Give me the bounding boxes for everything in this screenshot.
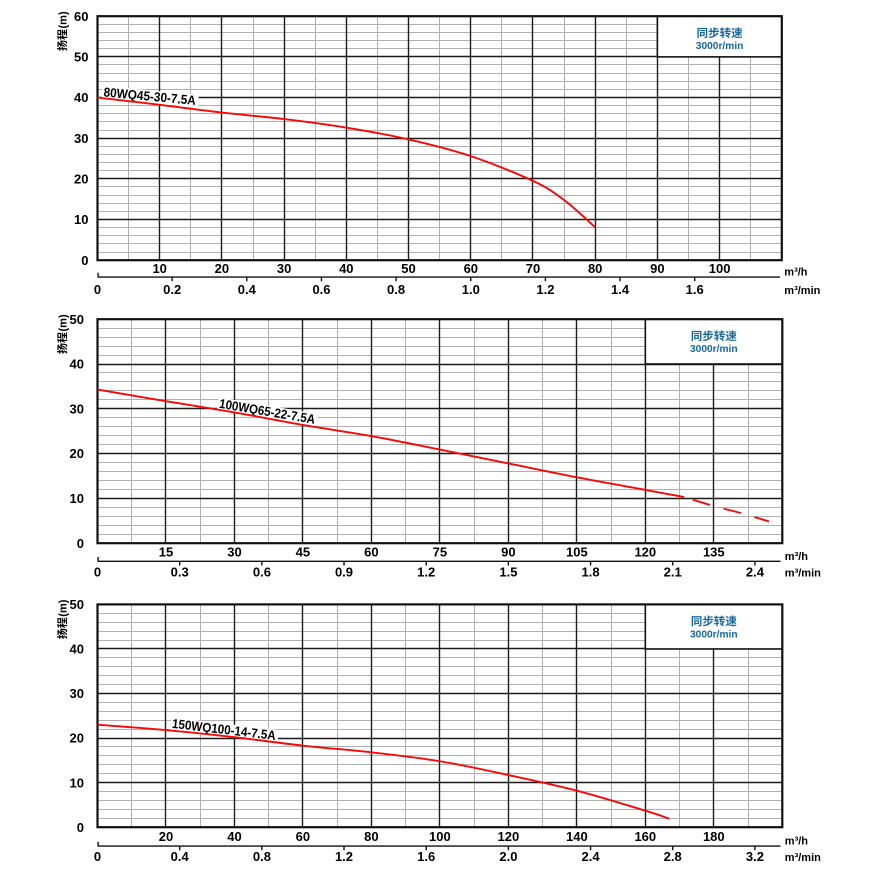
svg-text:m³/min: m³/min [784,285,820,297]
svg-text:1.2: 1.2 [417,565,435,580]
svg-text:1.5: 1.5 [499,565,517,580]
svg-text:80: 80 [588,261,602,276]
svg-text:10: 10 [74,212,88,227]
svg-text:135: 135 [703,544,725,559]
svg-text:0.2: 0.2 [163,282,181,297]
svg-text:(m): (m) [57,314,69,331]
svg-text:2.4: 2.4 [582,849,601,864]
svg-text:2.8: 2.8 [664,849,682,864]
svg-text:50: 50 [401,261,415,276]
svg-text:1.2: 1.2 [335,849,353,864]
svg-text:m³/h: m³/h [785,551,809,563]
svg-text:10: 10 [70,491,84,506]
svg-text:m³/h: m³/h [784,267,808,279]
svg-text:50: 50 [74,50,88,65]
svg-text:3000r/min: 3000r/min [696,41,744,52]
svg-text:120: 120 [634,544,656,559]
svg-text:140: 140 [566,829,588,844]
svg-text:1.2: 1.2 [536,282,554,297]
svg-text:100: 100 [709,261,731,276]
svg-text:1.4: 1.4 [611,282,630,297]
svg-text:1.6: 1.6 [417,849,435,864]
svg-text:20: 20 [215,261,229,276]
svg-text:20: 20 [70,731,84,746]
svg-text:10: 10 [152,261,166,276]
svg-text:1.6: 1.6 [686,282,704,297]
svg-text:2.4: 2.4 [746,565,765,580]
svg-text:0.3: 0.3 [171,565,189,580]
svg-text:45: 45 [296,544,310,559]
svg-text:1.8: 1.8 [582,565,600,580]
svg-text:50: 50 [70,597,84,612]
svg-text:3000r/min: 3000r/min [690,629,738,640]
svg-text:m³/min: m³/min [785,852,821,864]
svg-text:0.4: 0.4 [171,849,190,864]
svg-text:40: 40 [74,90,88,105]
svg-text:m³/min: m³/min [785,568,821,580]
svg-text:105: 105 [566,544,588,559]
svg-text:0: 0 [94,565,101,580]
svg-text:40: 40 [339,261,353,276]
svg-text:30: 30 [74,131,88,146]
svg-text:20: 20 [159,829,173,844]
svg-text:50: 50 [70,312,84,327]
svg-text:0.4: 0.4 [238,282,257,297]
svg-text:80: 80 [364,829,378,844]
svg-text:1.0: 1.0 [462,282,480,297]
svg-text:75: 75 [433,544,447,559]
svg-text:0.6: 0.6 [312,282,330,297]
svg-text:40: 40 [70,642,84,657]
svg-text:0: 0 [94,282,101,297]
svg-text:180: 180 [703,829,725,844]
svg-text:(m): (m) [57,599,69,616]
svg-text:120: 120 [498,829,520,844]
svg-text:40: 40 [227,829,241,844]
svg-text:0: 0 [77,536,84,551]
svg-text:30: 30 [227,544,241,559]
svg-text:60: 60 [364,544,378,559]
svg-text:90: 90 [501,544,515,559]
svg-text:0.6: 0.6 [253,565,271,580]
svg-text:0.8: 0.8 [253,849,271,864]
svg-text:20: 20 [74,172,88,187]
svg-text:0: 0 [94,849,101,864]
svg-text:70: 70 [526,261,540,276]
svg-text:90: 90 [650,261,664,276]
svg-text:60: 60 [296,829,310,844]
svg-text:3.2: 3.2 [746,849,764,864]
svg-text:60: 60 [464,261,478,276]
svg-text:15: 15 [159,544,173,559]
svg-text:0: 0 [81,253,88,268]
svg-text:0: 0 [77,820,84,835]
svg-text:2.1: 2.1 [664,565,682,580]
svg-text:(m): (m) [57,11,69,28]
svg-text:m³/h: m³/h [785,836,809,848]
svg-text:60: 60 [74,9,88,24]
svg-text:0.9: 0.9 [335,565,353,580]
svg-text:2.0: 2.0 [499,849,517,864]
svg-text:0.8: 0.8 [387,282,405,297]
svg-text:30: 30 [70,401,84,416]
svg-text:30: 30 [277,261,291,276]
svg-text:160: 160 [634,829,656,844]
svg-text:30: 30 [70,686,84,701]
svg-text:100: 100 [429,829,451,844]
svg-text:10: 10 [70,775,84,790]
svg-text:40: 40 [70,357,84,372]
svg-text:20: 20 [70,446,84,461]
svg-text:3000r/min: 3000r/min [690,344,738,355]
